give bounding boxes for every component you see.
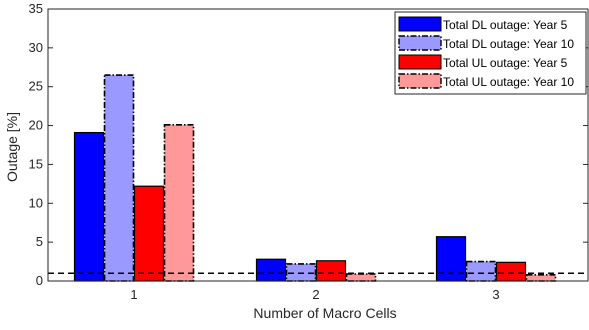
x-tick-label: 2: [312, 287, 319, 302]
x-tick-label: 1: [130, 287, 137, 302]
legend-label: Total DL outage: Year 5: [443, 18, 568, 32]
x-tick-label: 3: [492, 287, 499, 302]
y-tick-label: 35: [29, 1, 43, 16]
bar-2-cat-1: [103, 74, 135, 282]
bar-1-cat-3: [435, 236, 467, 282]
bar-4-cat-1: [163, 123, 195, 282]
y-tick-label: 20: [29, 118, 43, 133]
bar-2-cat-3: [465, 260, 497, 282]
y-tick-label: 30: [29, 40, 43, 55]
bar-1-cat-1: [73, 131, 105, 282]
legend-swatch: [398, 35, 442, 51]
x-axis-label: Number of Macro Cells: [253, 305, 396, 321]
legend-label: Total DL outage: Year 10: [443, 37, 574, 51]
bar-4-cat-3: [525, 273, 557, 282]
y-tick-label: 15: [29, 156, 43, 171]
bar-4-cat-2: [345, 273, 377, 282]
bar-3-cat-2: [315, 260, 347, 282]
y-tick-label: 10: [29, 195, 43, 210]
bar-3-cat-3: [495, 261, 527, 282]
bar-2-cat-2: [285, 263, 317, 282]
y-axis-label: Outage [%]: [4, 112, 20, 182]
y-tick-label: 0: [36, 273, 43, 288]
legend-swatch: [398, 73, 442, 89]
y-tick-label: 5: [36, 234, 43, 249]
bar-3-cat-1: [133, 185, 165, 282]
legend-label: Total UL outage: Year 5: [443, 56, 568, 70]
bar-1-cat-2: [255, 258, 287, 282]
legend-label: Total UL outage: Year 10: [443, 75, 574, 89]
y-tick-label: 25: [29, 79, 43, 94]
legend-swatch: [398, 16, 442, 32]
plot-area-border: [47, 8, 589, 282]
legend-swatch: [398, 54, 442, 70]
